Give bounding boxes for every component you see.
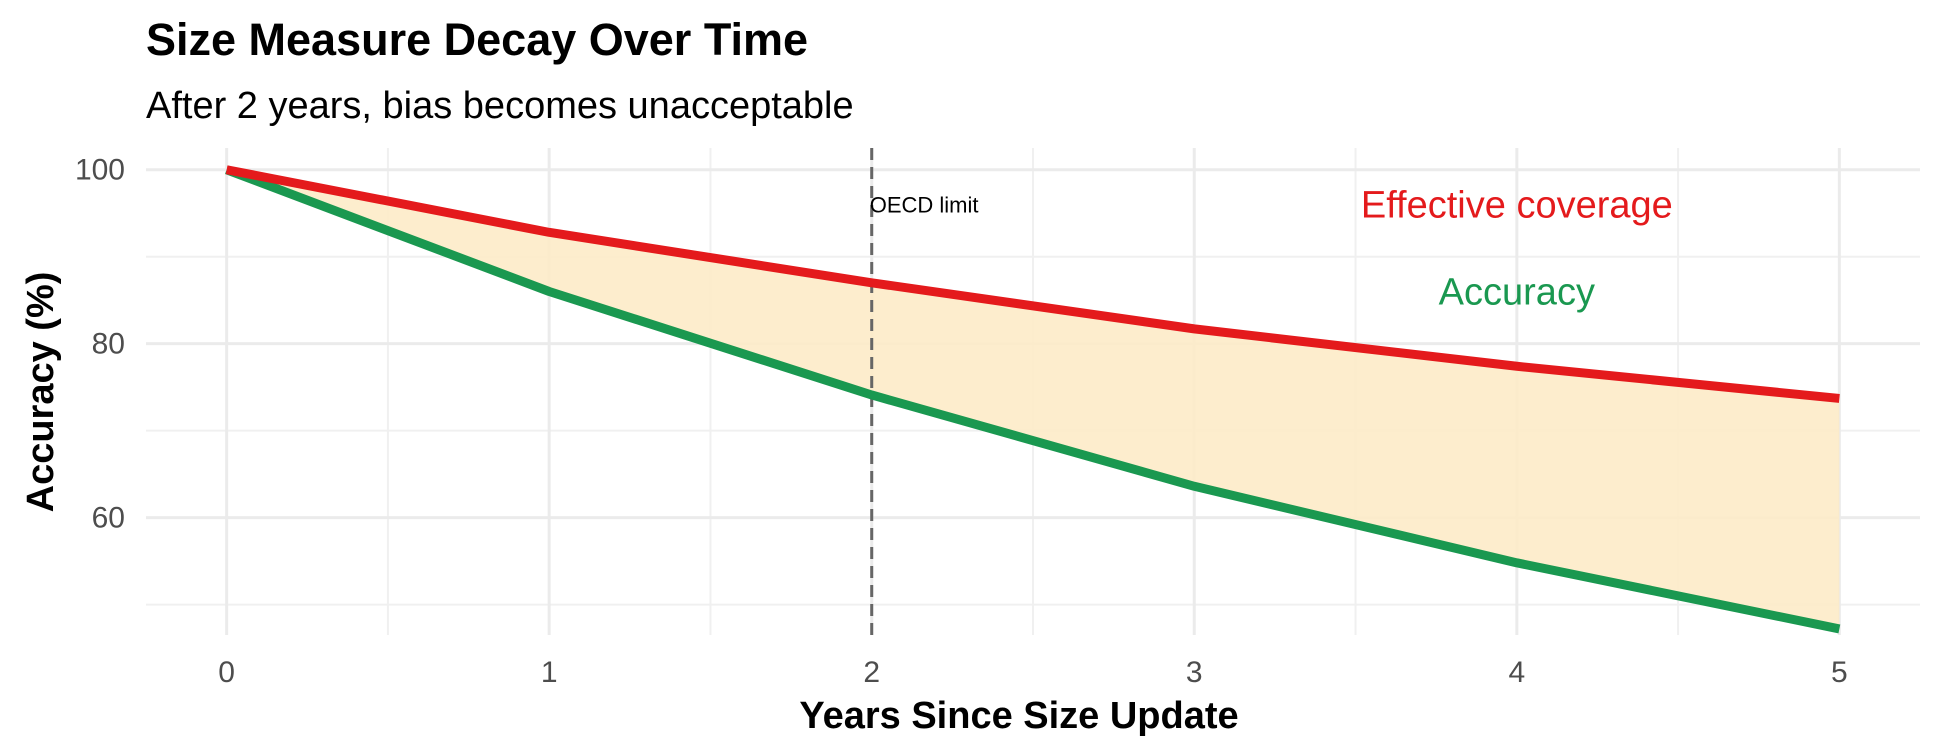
series-lines xyxy=(225,165,1841,634)
y-tick-label: 80 xyxy=(92,328,125,361)
y-axis-title: Accuracy (%) xyxy=(20,272,62,513)
chart-subtitle: After 2 years, bias becomes unacceptable xyxy=(146,85,854,127)
series-labels: Effective coverage Accuracy xyxy=(1361,185,1673,314)
x-tick-label: 1 xyxy=(541,656,558,689)
oecd-limit-label: OECD limit xyxy=(870,192,979,217)
x-tick-label: 0 xyxy=(218,656,235,689)
x-tick-label: 3 xyxy=(1186,656,1203,689)
x-axis-ticks: 0 1 2 3 4 5 xyxy=(218,656,1847,689)
series-label-effective-coverage: Effective coverage xyxy=(1361,185,1673,227)
series-line-accuracy xyxy=(225,165,1841,634)
fill-between-band xyxy=(226,169,1840,629)
chart-title: Size Measure Decay Over Time xyxy=(146,14,808,65)
x-tick-label: 5 xyxy=(1831,656,1848,689)
series-line-effective-coverage xyxy=(225,165,1840,403)
x-tick-label: 4 xyxy=(1508,656,1525,689)
series-label-accuracy: Accuracy xyxy=(1439,272,1595,314)
y-tick-label: 100 xyxy=(75,154,125,187)
x-tick-label: 2 xyxy=(863,656,880,689)
y-tick-label: 60 xyxy=(92,502,125,535)
y-axis-ticks: 60 80 100 xyxy=(75,154,125,535)
x-axis-title: Years Since Size Update xyxy=(799,695,1238,737)
